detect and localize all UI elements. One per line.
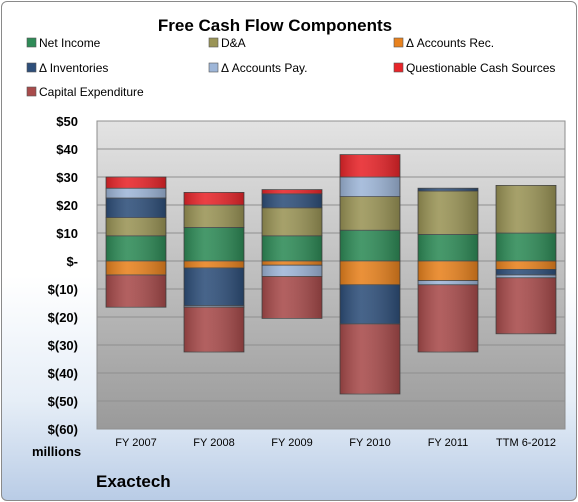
units-label: millions [32, 444, 81, 459]
bar-shading [496, 269, 556, 275]
y-tick-label: $50 [56, 114, 78, 129]
bar-shading [496, 275, 556, 278]
y-tick-label: $(50) [48, 394, 78, 409]
legend-swatch [393, 62, 404, 73]
y-axis-ticks: $50 $40 $30 $20 $10 $- $(10) $(20) $(30) $(40) $(5… [48, 114, 78, 437]
bar-shading [106, 177, 166, 189]
x-tick-label: FY 2009 [271, 437, 312, 449]
plot-area [96, 120, 566, 430]
y-tick-label: $(60) [48, 422, 78, 437]
bar-shading [418, 191, 478, 235]
bar-shading [262, 235, 322, 261]
legend-item-delta-accounts-pay: Δ Accounts Pay. [208, 61, 308, 75]
bar-shading [262, 189, 322, 194]
legend-label: Δ Accounts Pay. [221, 61, 308, 75]
x-tick-label: FY 2008 [193, 437, 234, 449]
legend-item-capital-expenditure: Capital Expenditure [26, 85, 144, 99]
bar-shading [262, 207, 322, 236]
y-tick-label: $40 [56, 142, 78, 157]
y-tick-label: $30 [56, 170, 78, 185]
bar-shading [184, 307, 244, 352]
y-tick-label: $(10) [48, 282, 78, 297]
bar-shading [262, 276, 322, 319]
legend-item-danda: D&A [208, 36, 246, 50]
legend-label: Questionable Cash Sources [406, 61, 555, 75]
x-tick-label: FY 2007 [115, 437, 156, 449]
legend-swatch [26, 62, 37, 73]
bar-shading [106, 198, 166, 218]
y-tick-label: $20 [56, 198, 78, 213]
bar-shading [184, 192, 244, 205]
bar-shading [184, 261, 244, 268]
y-tick-label: $10 [56, 226, 78, 241]
legend-label: Net Income [39, 36, 101, 50]
y-tick-label: $(40) [48, 366, 78, 381]
y-tick-label: $- [66, 254, 78, 269]
bar-shading [106, 275, 166, 308]
bar-shading [106, 235, 166, 261]
bar-shading [340, 284, 400, 324]
bar-shading [496, 261, 556, 270]
legend-swatch [26, 86, 37, 97]
y-tick-label: $(30) [48, 338, 78, 353]
chart-title: Free Cash Flow Components [158, 16, 392, 35]
x-axis-ticks: FY 2007 FY 2008 FY 2009 FY 2010 FY 2011 TTM 6… [115, 437, 556, 449]
gridlines [97, 120, 565, 430]
legend-item-delta-inventories: Δ Inventories [26, 61, 108, 75]
bar-shading [262, 193, 322, 208]
x-tick-label: FY 2010 [349, 437, 390, 449]
bar-shading [184, 268, 244, 306]
bar-shading [496, 185, 556, 233]
legend-item-delta-accounts-rec: Δ Accounts Rec. [393, 36, 494, 50]
company-name: Exactech [96, 472, 171, 491]
bar-shading [262, 265, 322, 277]
bar-shading [106, 261, 166, 275]
bar-shading [340, 261, 400, 285]
bars [105, 154, 557, 395]
legend-label: Capital Expenditure [39, 85, 144, 99]
bar-shading [418, 188, 478, 191]
bar-shading [418, 280, 478, 285]
bar-shading [340, 196, 400, 231]
bar-shading [340, 324, 400, 394]
legend-item-questionable-cash-sources: Questionable Cash Sources [393, 61, 555, 75]
bar-shading [184, 305, 244, 308]
legend-swatch [208, 37, 219, 48]
legend-swatch [393, 37, 404, 48]
bar-shading [340, 177, 400, 197]
bar-shading [340, 154, 400, 177]
bar-shading [418, 261, 478, 281]
x-tick-label: FY 2011 [428, 437, 469, 449]
bar-shading [106, 217, 166, 236]
bar-shading [418, 234, 478, 261]
legend: Net Income D&A Δ Accounts Rec. Δ Inventorie… [26, 36, 555, 99]
legend-swatch [208, 62, 219, 73]
bar-shading [496, 233, 556, 261]
legend-swatch [26, 37, 37, 48]
bar-shading [340, 230, 400, 261]
bar-shading [262, 261, 322, 266]
bar-shading [496, 277, 556, 334]
bar-shading [106, 188, 166, 198]
y-tick-label: $(20) [48, 310, 78, 325]
bar-shading [184, 227, 244, 261]
legend-item-net-income: Net Income [26, 36, 101, 50]
bar-shading [184, 205, 244, 228]
legend-label: Δ Inventories [39, 61, 108, 75]
legend-label: Δ Accounts Rec. [406, 36, 494, 50]
x-tick-label: TTM 6-2012 [496, 437, 556, 449]
bar-shading [418, 284, 478, 352]
legend-label: D&A [221, 36, 246, 50]
